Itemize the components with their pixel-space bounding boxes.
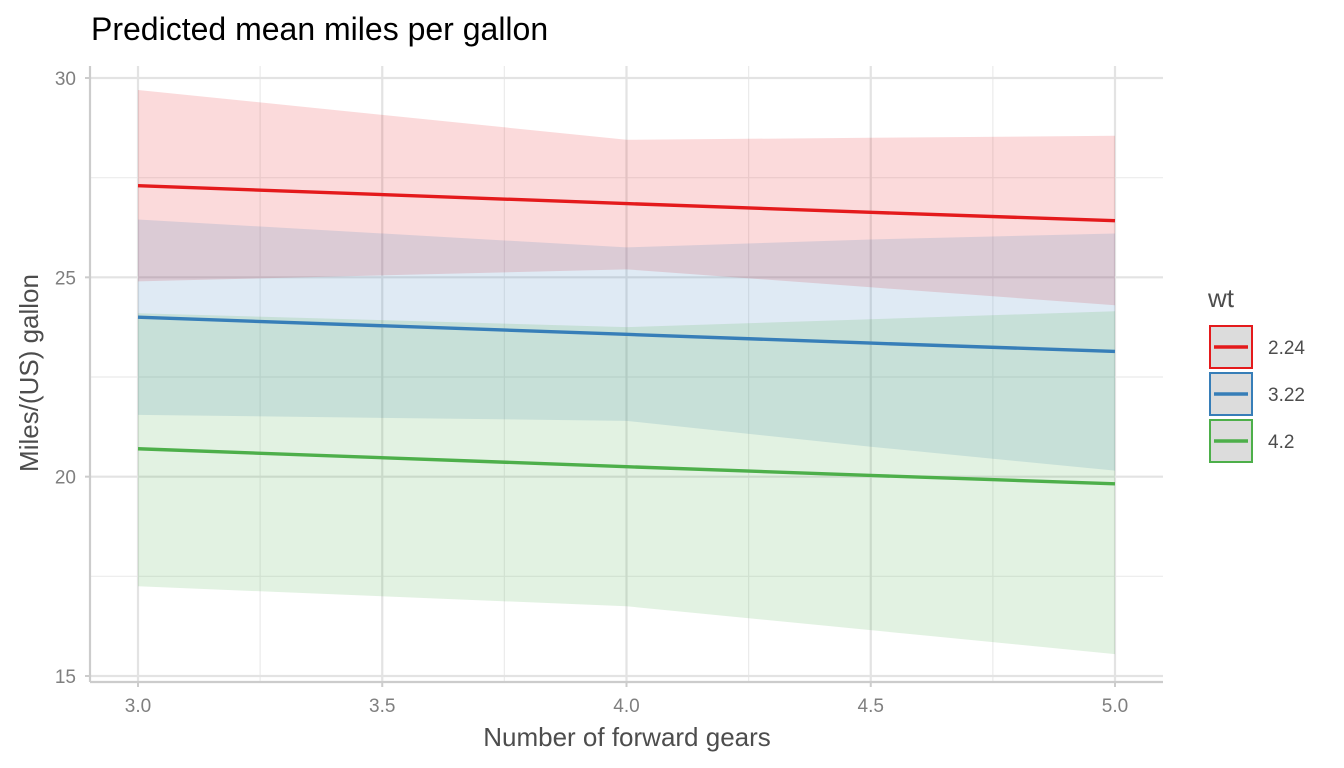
x-tick-label: 3.0 [125,696,151,717]
legend-item-4.2: 4.2 [1209,419,1294,463]
confidence-band-4.2 [138,311,1115,655]
tick-labels: 3.0 3.5 4.0 4.5 5.0 15 20 25 30 [55,69,1128,717]
series-line-3.22 [137,315,1116,354]
legend-item-3.22: 3.22 [1209,372,1305,416]
x-tick-label: 4.0 [613,696,639,717]
y-axis-title: Miles/(US) gallon [14,274,44,472]
series-lines [137,183,1116,486]
legend-label: 4.2 [1268,432,1294,453]
x-tick-label: 4.5 [858,696,884,717]
chart-title: Predicted mean miles per gallon [91,11,548,47]
axes [85,66,1163,687]
x-tick-label: 3.5 [369,696,395,717]
y-tick-label: 30 [55,69,76,90]
legend-label: 2.24 [1268,338,1305,359]
confidence-band-3.22 [138,219,1115,471]
series-line-4.2 [137,447,1116,486]
legend-item-2.24: 2.24 [1209,325,1305,369]
legend-label: 3.22 [1268,385,1305,406]
confidence-band-2.24 [138,89,1115,306]
x-tick-label: 5.0 [1102,696,1128,717]
grid [90,66,1163,682]
legend: wt 2.24 3.22 4.2 [1207,283,1305,463]
y-tick-label: 15 [55,667,76,688]
y-tick-label: 25 [55,268,76,289]
confidence-bands [138,89,1115,655]
series-line-2.24 [137,183,1116,223]
legend-title: wt [1207,283,1235,313]
x-axis-title: Number of forward gears [483,722,771,752]
y-tick-label: 20 [55,468,76,489]
